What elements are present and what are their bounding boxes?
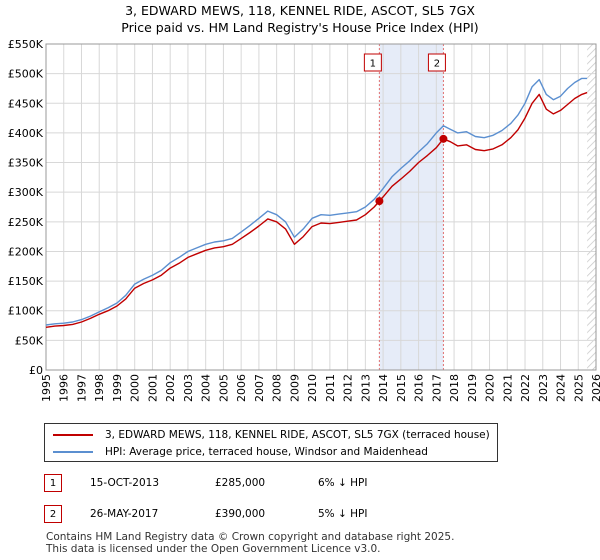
- x-tick-label: 2004: [200, 374, 213, 402]
- annotation-badge: [427, 53, 446, 72]
- price-chart: 1 2 £0 £50K £100K £150K £200K £250K £300K £350K £4…: [8, 38, 600, 402]
- transaction-badge: 2: [44, 505, 62, 523]
- transaction-date: 26-MAY-2017: [90, 508, 159, 520]
- x-tick-label: 2016: [413, 374, 426, 402]
- transaction-price: £285,000: [215, 477, 266, 489]
- y-tick-label: £150K: [8, 275, 44, 288]
- x-tick-label: 2017: [430, 374, 443, 402]
- y-tick-label: £450K: [8, 97, 44, 110]
- transaction-price: £390,000: [215, 508, 266, 520]
- x-tick-label: 2002: [164, 374, 177, 402]
- y-tick-label: £200K: [8, 245, 44, 258]
- y-tick-label: £250K: [8, 216, 44, 229]
- x-tick-label: 2021: [501, 374, 514, 402]
- series-line-hpi: [45, 77, 588, 326]
- x-tick-label: 2023: [537, 374, 550, 402]
- annotation-badge-label: 1: [370, 59, 376, 70]
- legend-swatch-property: [53, 434, 93, 436]
- y-tick-label: £400K: [8, 127, 44, 140]
- x-tick-label: 1997: [75, 374, 88, 402]
- x-tick-label: 2024: [555, 374, 568, 402]
- series-line-property: [45, 91, 588, 328]
- plot-area: [46, 44, 596, 370]
- x-tick-label: 2009: [288, 374, 301, 402]
- transaction-hpi: 6% ↓ HPI: [318, 477, 368, 489]
- transaction-badge: 1: [44, 474, 62, 492]
- chart-title: 3, EDWARD MEWS, 118, KENNEL RIDE, ASCOT,…: [125, 3, 475, 18]
- y-tick-label: £50K: [15, 334, 44, 347]
- x-tick-label: 2010: [306, 374, 319, 402]
- x-tick-label: 2011: [324, 374, 337, 402]
- transaction-date: 15-OCT-2013: [90, 477, 159, 489]
- shaded-period: [379, 44, 444, 370]
- y-tick-label: £0: [29, 364, 43, 377]
- x-tick-label: 2008: [271, 374, 284, 402]
- x-tick-label: 2003: [182, 374, 195, 402]
- x-tick-label: 2020: [484, 374, 497, 402]
- legend-swatch-hpi: [53, 451, 93, 453]
- legend-item-property: 3, EDWARD MEWS, 118, KENNEL RIDE, ASCOT,…: [53, 427, 490, 443]
- x-tick-label: 2014: [377, 374, 390, 402]
- x-tick-label: 1998: [93, 374, 106, 402]
- x-tick-label: 2012: [342, 374, 355, 402]
- x-tick-label: 2025: [572, 374, 585, 402]
- annotation-badge-label: 2: [434, 59, 440, 70]
- x-tick-label: 2006: [235, 374, 248, 402]
- legend-label-property: 3, EDWARD MEWS, 118, KENNEL RIDE, ASCOT,…: [105, 429, 490, 441]
- projection-hatch: [587, 44, 596, 370]
- x-tick-label: 1999: [111, 374, 124, 402]
- x-tick-label: 1995: [40, 374, 53, 402]
- legend-label-hpi: HPI: Average price, terraced house, Wind…: [105, 446, 428, 458]
- x-tick-label: 2013: [359, 374, 372, 402]
- plot-frame: [45, 43, 597, 371]
- x-tick-label: 2022: [519, 374, 532, 402]
- x-tick-label: 2000: [129, 374, 142, 402]
- y-tick-label: £550K: [8, 38, 44, 51]
- x-tick-label: 2001: [146, 374, 159, 402]
- legend-item-hpi: HPI: Average price, terraced house, Wind…: [53, 444, 428, 460]
- y-tick-label: £100K: [8, 305, 44, 318]
- chart-subtitle: Price paid vs. HM Land Registry's House …: [121, 20, 479, 35]
- x-tick-label: 2018: [448, 374, 461, 402]
- x-tick-label: 2015: [395, 374, 408, 402]
- sale-point-marker: [375, 197, 384, 206]
- x-tick-label: 1996: [58, 374, 71, 402]
- footer-licence: This data is licensed under the Open Gov…: [46, 543, 381, 555]
- x-tick-label: 2005: [217, 374, 230, 402]
- sale-point-marker: [439, 134, 448, 143]
- legend: 3, EDWARD MEWS, 118, KENNEL RIDE, ASCOT,…: [44, 423, 498, 462]
- x-tick-label: 2007: [253, 374, 266, 402]
- x-tick-label: 2019: [466, 374, 479, 402]
- transaction-hpi: 5% ↓ HPI: [318, 508, 368, 520]
- y-tick-label: £300K: [8, 186, 44, 199]
- annotation-badge: [363, 53, 382, 72]
- y-tick-label: £350K: [8, 157, 44, 170]
- footer-copyright: Contains HM Land Registry data © Crown c…: [46, 531, 455, 543]
- footer: Contains HM Land Registry data © Crown c…: [46, 531, 454, 555]
- x-tick-label: 2026: [590, 374, 600, 402]
- y-tick-label: £500K: [8, 68, 44, 81]
